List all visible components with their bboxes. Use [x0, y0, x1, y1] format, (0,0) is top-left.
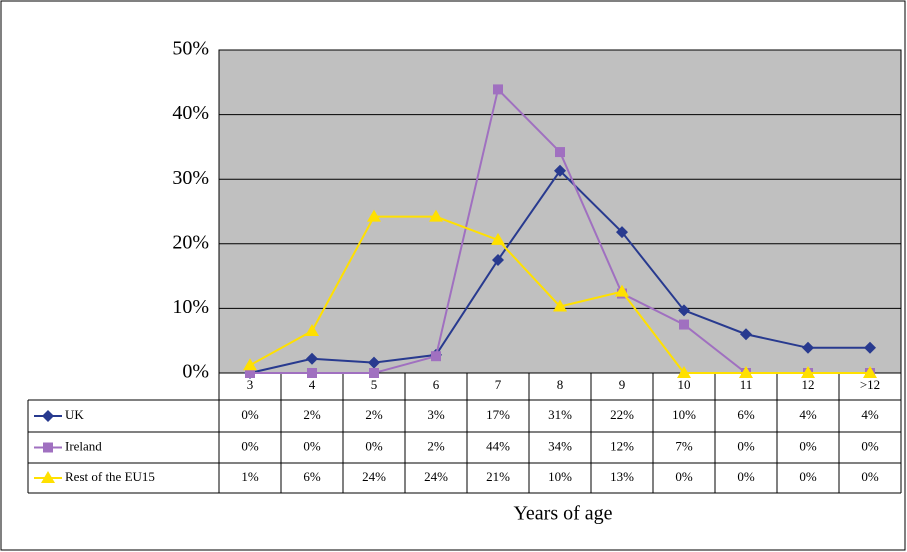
table-value: 31%	[548, 407, 572, 422]
legend-marker	[42, 410, 54, 422]
legend-marker	[43, 442, 53, 453]
table-value: 0%	[799, 438, 817, 453]
marker	[616, 226, 628, 239]
table-value: 0%	[303, 438, 321, 453]
table-value: 0%	[799, 469, 817, 484]
table-value: 10%	[672, 407, 696, 422]
x-tick-label: 11	[740, 377, 753, 392]
x-tick-label: 6	[433, 377, 440, 392]
table-value: 1%	[241, 469, 259, 484]
x-tick-label: 8	[557, 377, 564, 392]
table-value: 34%	[548, 438, 572, 453]
marker	[678, 304, 690, 317]
x-tick-label: 7	[495, 377, 502, 392]
marker	[801, 366, 815, 378]
table-value: 0%	[737, 438, 755, 453]
legend-label: UK	[65, 407, 84, 422]
marker	[243, 358, 257, 371]
table-value: 24%	[362, 469, 386, 484]
table-value: 0%	[365, 438, 383, 453]
y-tick-label: 10%	[172, 296, 209, 318]
x-tick-label: 10	[678, 377, 691, 392]
table-value: 4%	[799, 407, 817, 422]
marker	[615, 284, 629, 297]
table-value: 0%	[861, 438, 879, 453]
marker	[431, 351, 441, 362]
table-value: 7%	[675, 438, 693, 453]
marker	[864, 341, 876, 354]
marker	[555, 147, 565, 158]
marker	[368, 356, 380, 369]
table-value: 0%	[675, 469, 693, 484]
y-tick-label: 30%	[172, 167, 209, 189]
legend-label: Rest of the EU15	[65, 469, 155, 484]
marker	[554, 164, 566, 177]
marker	[491, 232, 505, 245]
marker	[739, 366, 753, 378]
table-value: 13%	[610, 469, 634, 484]
marker	[429, 209, 443, 222]
x-tick-label: 4	[309, 377, 316, 392]
x-tick-label: >12	[860, 377, 880, 392]
marker	[553, 299, 567, 312]
table-value: 3%	[427, 407, 445, 422]
table-value: 22%	[610, 407, 634, 422]
table-value: 0%	[241, 407, 259, 422]
marker	[492, 253, 504, 266]
marker	[305, 324, 319, 337]
x-tick-label: 9	[619, 377, 626, 392]
marker	[367, 209, 381, 222]
table-value: 2%	[427, 438, 445, 453]
table-value: 10%	[548, 469, 572, 484]
marker	[677, 366, 691, 378]
marker	[493, 84, 503, 95]
marker	[863, 366, 877, 378]
x-tick-label: 12	[802, 377, 815, 392]
y-tick-label: 50%	[172, 38, 209, 60]
table-value: 12%	[610, 438, 634, 453]
y-tick-label: 20%	[172, 231, 209, 253]
marker	[802, 341, 814, 354]
table-value: 4%	[861, 407, 879, 422]
x-tick-label: 3	[247, 377, 254, 392]
marker	[369, 368, 379, 378]
plot-area	[218, 49, 902, 374]
table-value: 2%	[303, 407, 321, 422]
table-value: 0%	[737, 469, 755, 484]
table-value: 24%	[424, 469, 448, 484]
table-value: 44%	[486, 438, 510, 453]
table-value: 6%	[737, 407, 755, 422]
marker	[306, 352, 318, 365]
table-value: 0%	[241, 438, 259, 453]
legend-marker	[41, 471, 55, 483]
table-value: 0%	[861, 469, 879, 484]
table-value: 17%	[486, 407, 510, 422]
x-axis-label: Years of age	[513, 503, 612, 525]
marker	[307, 368, 317, 378]
marker	[679, 319, 689, 330]
table-value: 2%	[365, 407, 383, 422]
table-value: 21%	[486, 469, 510, 484]
marker	[245, 368, 255, 378]
table-value: 6%	[303, 469, 321, 484]
legend-label: Ireland	[65, 438, 102, 453]
marker	[740, 328, 752, 341]
y-tick-label: 40%	[172, 102, 209, 124]
y-tick-label: 0%	[182, 361, 209, 383]
x-tick-label: 5	[371, 377, 378, 392]
